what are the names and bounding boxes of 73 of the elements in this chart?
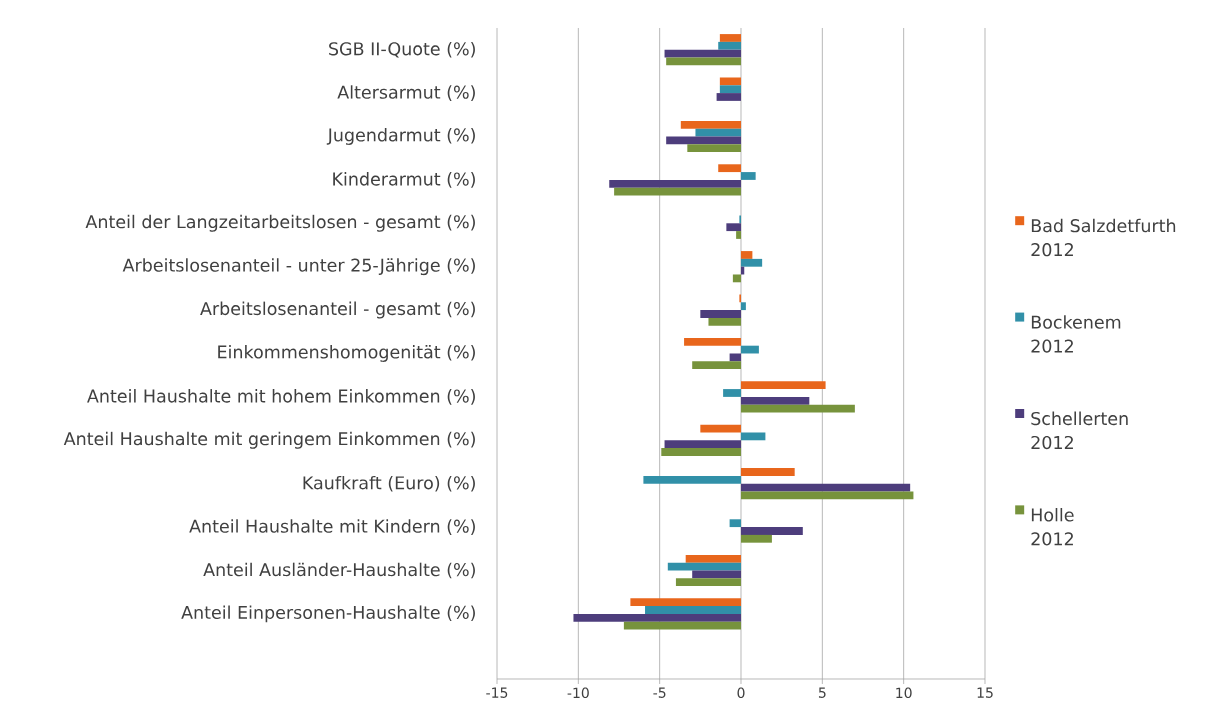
y-tick-label: Altersarmut (%) (337, 85, 475, 101)
y-tick-label: Anteil Haushalte mit geringem Einkommen (%) (63, 431, 475, 449)
bar (666, 57, 741, 66)
bar (708, 317, 741, 326)
bar (718, 41, 741, 50)
bar (741, 404, 855, 413)
bar (741, 468, 795, 476)
bar (623, 621, 741, 630)
bar (736, 231, 741, 239)
y-tick-label: Jugendarmut (%) (326, 128, 475, 145)
bar (687, 144, 741, 153)
bar (573, 613, 741, 622)
bar (732, 274, 741, 283)
bar (643, 475, 741, 484)
bar (741, 345, 759, 354)
bar (684, 337, 741, 346)
y-tick-label: Arbeitslosenanteil - unter 25-Jährige (%) (122, 258, 475, 276)
bar (741, 381, 826, 390)
bar (741, 527, 803, 535)
y-tick-label: Einkommenshomogenität (%) (218, 345, 475, 362)
legend-label: Bockenem 2012 (1031, 315, 1121, 353)
bar (723, 389, 741, 397)
bar (719, 34, 741, 42)
legend-label: Bad Salzdetfurth 2012 (1031, 218, 1176, 257)
bar (741, 396, 810, 405)
x-tick-label: -5 (653, 687, 666, 698)
bar (741, 302, 746, 311)
bar (719, 77, 741, 86)
bar (716, 93, 741, 101)
bar (741, 258, 763, 267)
x-tick-label: -15 (486, 687, 508, 698)
y-tick-label: Anteil Haushalte mit Kindern (%) (189, 519, 475, 535)
x-tick-label: 5 (818, 687, 826, 698)
bar (741, 251, 753, 259)
y-tick-label: Kaufkraft (Euro) (%) (303, 475, 475, 492)
bar (718, 164, 741, 173)
bar (661, 448, 741, 456)
legend-label: Schellerten 2012 (1031, 411, 1128, 450)
bar (695, 128, 741, 137)
bar (729, 519, 741, 528)
bar (609, 179, 741, 188)
bar (741, 432, 766, 441)
bar (692, 570, 741, 579)
bar (741, 483, 911, 492)
bar (741, 491, 914, 500)
legend-label: Holle 2012 (1031, 507, 1074, 546)
bar (680, 120, 741, 129)
bar (614, 187, 741, 196)
bar (700, 424, 741, 433)
bar (664, 440, 741, 449)
bar (675, 578, 741, 587)
x-tick-label: 15 (977, 687, 993, 698)
y-tick-label: Anteil Ausländer-Haushalte (%) (203, 562, 475, 579)
bar (685, 554, 741, 563)
y-tick-label: SGB II-Quote (%) (329, 41, 475, 58)
x-tick-label: 10 (896, 687, 912, 699)
bar (666, 136, 741, 145)
bar (741, 172, 756, 180)
x-tick-label: -10 (567, 687, 589, 699)
y-tick-label: Anteil Einpersonen-Haushalte (%) (181, 605, 475, 623)
y-tick-label: Kinderarmut (%) (333, 172, 475, 188)
bar (700, 310, 741, 318)
bar (630, 598, 741, 607)
bar (729, 353, 741, 362)
y-tick-label: Arbeitslosenanteil - gesamt (%) (200, 301, 475, 319)
y-tick-label: Anteil der Langzeitarbeitslosen - gesamt (%) (85, 214, 475, 232)
bar (741, 534, 772, 543)
bar (645, 606, 741, 614)
x-tick-label: 0 (737, 687, 745, 699)
bar (692, 361, 741, 370)
bar (719, 85, 741, 94)
y-tick-label: Anteil Haushalte mit hohem Einkommen (%) (87, 389, 475, 405)
bar (726, 223, 741, 232)
